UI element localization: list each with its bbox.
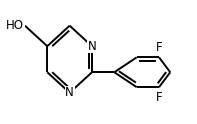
Text: N: N (65, 86, 74, 99)
Text: HO: HO (6, 19, 24, 32)
Text: F: F (156, 41, 162, 54)
Text: F: F (156, 91, 162, 104)
Text: N: N (88, 40, 96, 53)
